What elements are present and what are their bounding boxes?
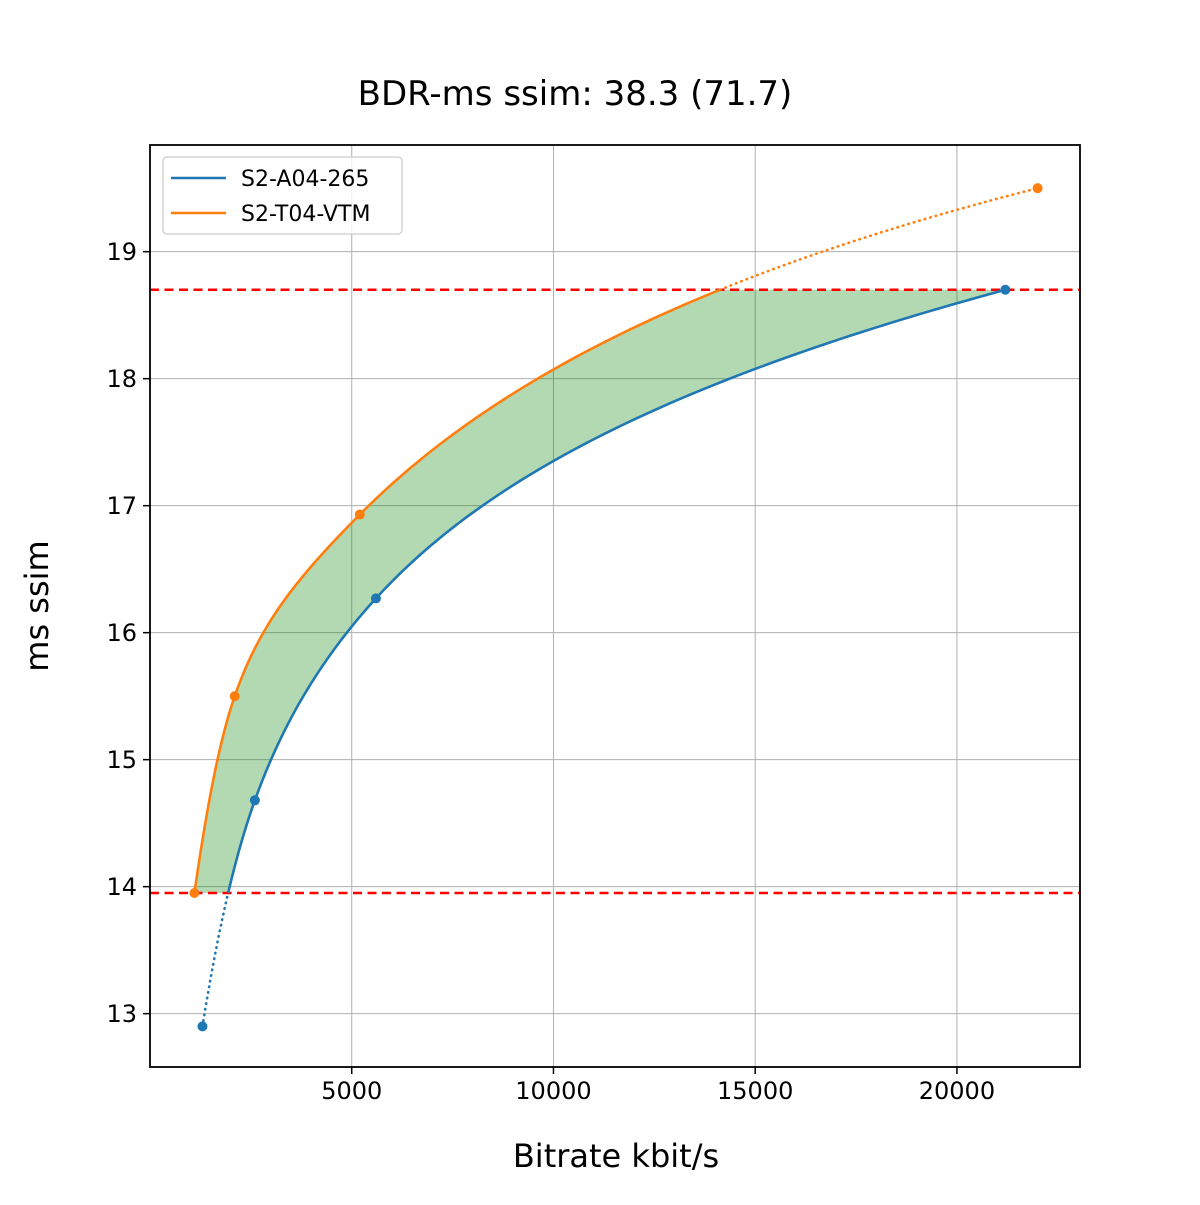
y-tick-label: 16 (106, 619, 137, 647)
data-point-S2-T04-VTM (229, 691, 240, 702)
curve-extrapolated-S2-A04-265 (201, 891, 230, 1028)
x-tick-label: 5000 (321, 1077, 382, 1105)
y-tick-label: 13 (106, 1000, 137, 1028)
y-tick-label: 18 (106, 365, 137, 393)
data-point-S2-T04-VTM (354, 509, 365, 520)
y-tick-label: 19 (106, 238, 137, 266)
y-tick-label: 15 (106, 746, 137, 774)
data-point-S2-T04-VTM (1032, 183, 1043, 194)
y-tick-label: 17 (106, 492, 137, 520)
y-tick-label: 14 (106, 873, 137, 901)
bd-gain-area (194, 289, 1006, 894)
x-tick-label: 15000 (717, 1077, 793, 1105)
data-point-S2-A04-265 (370, 593, 381, 604)
overlap-reference-lines (150, 288, 1080, 895)
chart-title: BDR-ms ssim: 38.3 (71.7) (358, 74, 793, 114)
bd-shaded-region (194, 289, 1006, 894)
plot-border (149, 144, 1081, 1068)
y-axis-label: ms ssim (18, 540, 56, 671)
x-tick-label: 10000 (515, 1077, 591, 1105)
series-markers (189, 183, 1043, 1032)
axis-ticks: 5000 10000 15000 20000 13 14 15 16 17 18 19 (106, 238, 995, 1105)
data-point-S2-T04-VTM (189, 888, 200, 899)
curve-extrapolated-S2-T04-VTM (718, 186, 1039, 292)
legend-label-s2-a04-265: S2-A04-265 (241, 167, 369, 192)
legend-label-s2-t04-vtm: S2-T04-VTM (241, 202, 370, 227)
legend-box (162, 156, 403, 235)
x-axis-label: Bitrate kbit/s (513, 1137, 719, 1175)
curve-S2-T04-VTM (193, 288, 721, 894)
data-point-S2-A04-265 (1000, 284, 1011, 295)
legend: S2-A04-265 S2-T04-VTM (162, 156, 403, 235)
data-point-S2-A04-265 (249, 795, 260, 806)
x-tick-label: 20000 (919, 1077, 995, 1105)
data-point-S2-A04-265 (197, 1021, 208, 1032)
gridlines (150, 145, 1080, 1067)
